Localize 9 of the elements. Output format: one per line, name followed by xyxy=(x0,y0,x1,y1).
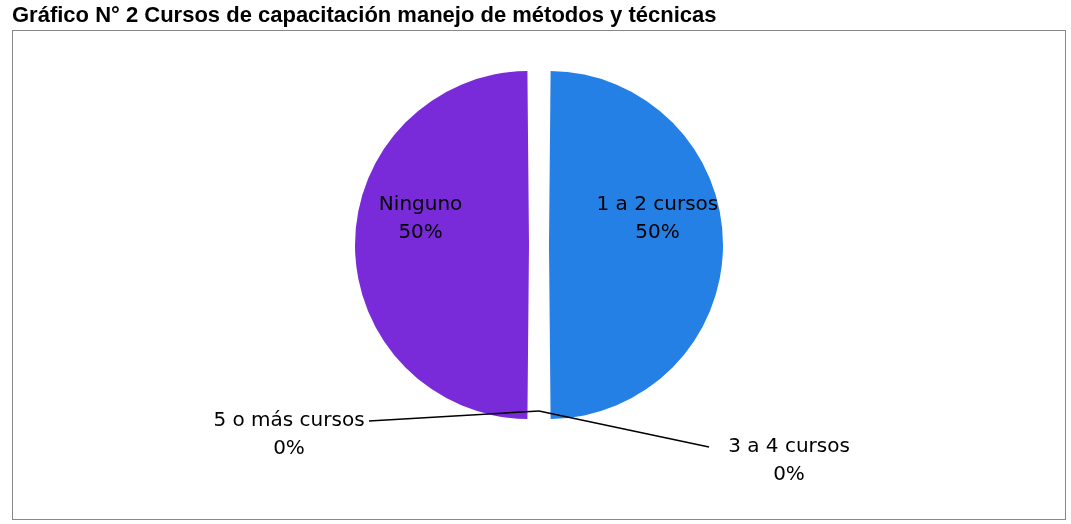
slice-label: Ninguno xyxy=(378,191,463,216)
category-label: 5 o más cursos xyxy=(213,407,365,432)
text: 0% xyxy=(773,461,805,486)
data-label: 50% xyxy=(635,219,680,244)
chart-title: Gráfico N° 2 Cursos de capacitación manejo de métodos y técnicas xyxy=(12,2,717,28)
text: 0% xyxy=(273,435,305,460)
category-label: 3 a 4 cursos xyxy=(728,433,850,458)
data-label: 50% xyxy=(398,219,443,244)
slice-label: 1 a 2 cursos xyxy=(596,191,719,216)
